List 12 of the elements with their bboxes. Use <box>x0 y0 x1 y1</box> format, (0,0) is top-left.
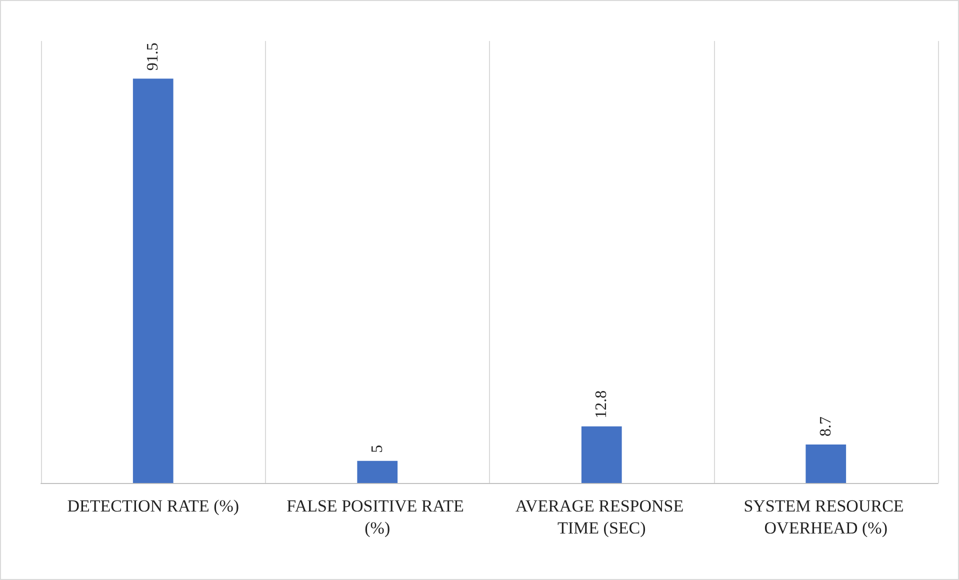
x-tick-label: SYSTEM RESOURCE OVERHEAD (%) <box>744 496 908 538</box>
bar <box>806 444 846 483</box>
x-tick-label: DETECTION RATE (%) <box>67 496 240 516</box>
data-label: 8.7 <box>817 416 834 437</box>
data-label: 12.8 <box>593 390 610 418</box>
x-tick-label: FALSE POSITIVE RATE (%) <box>286 496 468 538</box>
bar <box>581 426 622 483</box>
bar <box>132 78 174 483</box>
bar <box>357 460 398 483</box>
data-label: 5 <box>368 444 386 453</box>
data-label: 91.5 <box>144 42 162 71</box>
x-tick-label: AVERAGE RESPONSE TIME (SEC) <box>515 496 688 538</box>
